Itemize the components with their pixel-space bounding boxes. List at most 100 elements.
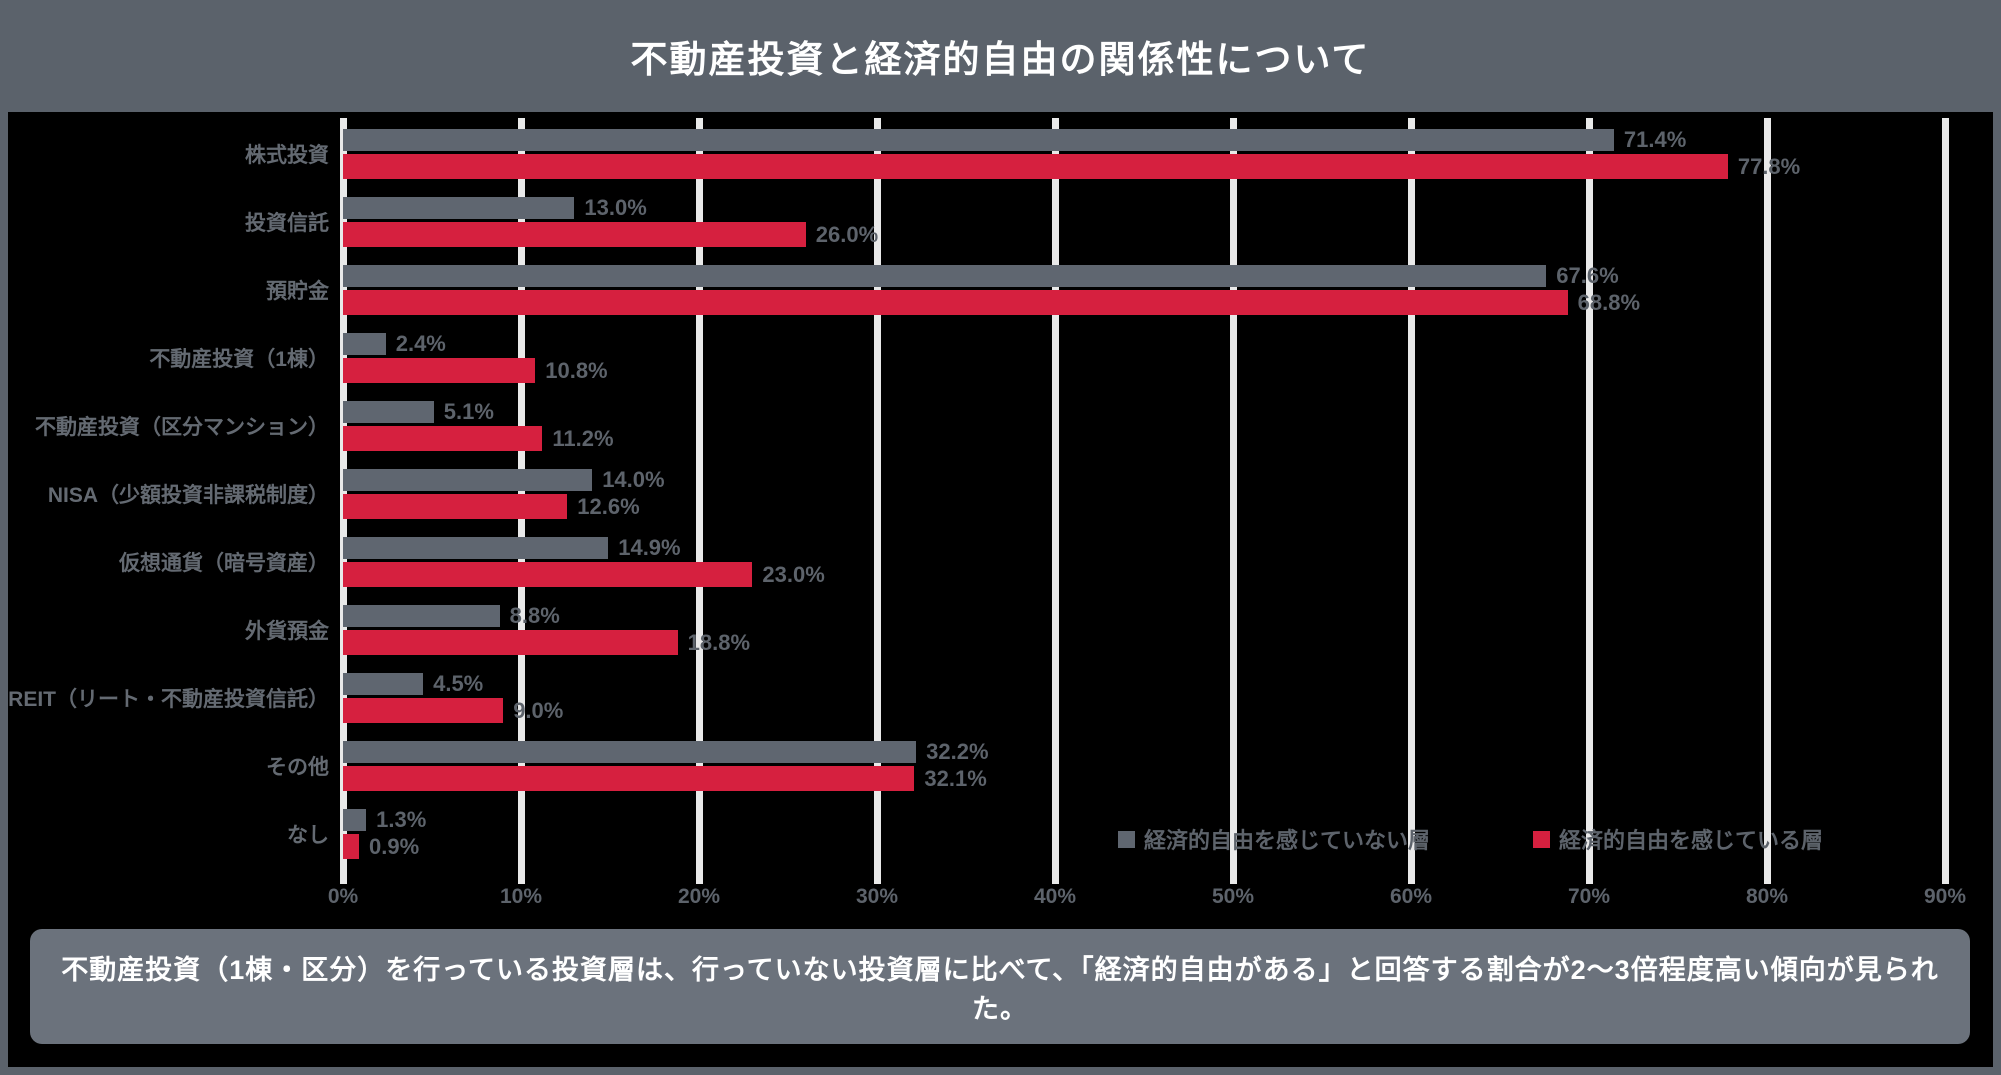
bar-line: 68.8%	[343, 290, 1993, 315]
bar-red	[343, 154, 1728, 179]
x-tick-label: 50%	[1211, 885, 1255, 908]
bar-red	[343, 766, 915, 791]
bar-red	[343, 494, 568, 519]
gridline-70pct	[1586, 118, 1593, 884]
bar-line: 4.5%	[343, 671, 1993, 696]
bar-gray	[343, 265, 1547, 287]
chart-row-2: 預貯金 67.6% 68.8%	[8, 256, 1993, 324]
page-title: 不動産投資と経済的自由の関係性について	[630, 39, 1371, 80]
bar-group: 2.4% 10.8%	[343, 324, 1993, 392]
bar-gray	[343, 129, 1614, 151]
bar-group: 8.8% 18.8%	[343, 596, 1993, 664]
bar-line: 5.1%	[343, 399, 1993, 424]
value-label: 68.8%	[1577, 289, 1641, 315]
chart-row-1: 投資信託 13.0% 26.0%	[8, 188, 1993, 256]
x-tick-label: 80%	[1745, 885, 1789, 908]
gridline-40pct	[1052, 118, 1059, 884]
title-band: 不動産投資と経済的自由の関係性について	[0, 0, 2001, 112]
chart-row-4: 不動産投資（区分マンション） 5.1% 11.2%	[8, 392, 1993, 460]
category-label: 不動産投資（区分マンション）	[35, 416, 329, 439]
bar-red	[343, 698, 504, 723]
value-label: 26.0%	[815, 221, 879, 247]
bar-gray	[343, 197, 575, 219]
chart-row-7: 外貨預金 8.8% 18.8%	[8, 596, 1993, 664]
bar-red	[343, 834, 360, 859]
value-label: 9.0%	[513, 697, 564, 723]
x-tick-label: 60%	[1389, 885, 1433, 908]
bar-line: 14.9%	[343, 535, 1993, 560]
category-label: 不動産投資（1棟）	[149, 348, 329, 371]
category-label: 外貨預金	[245, 620, 329, 643]
bar-group: 1.3% 0.9%	[343, 800, 1993, 868]
value-label: 8.8%	[509, 603, 560, 628]
legend-label: 経済的自由を感じていない層	[1144, 828, 1431, 853]
bar-group: 14.9% 23.0%	[343, 528, 1993, 596]
value-label: 18.8%	[687, 629, 751, 655]
value-label: 23.0%	[762, 561, 825, 587]
category-label: 投資信託	[245, 212, 329, 235]
bar-red	[343, 290, 1568, 315]
category-label: 仮想通貨（暗号資産）	[119, 552, 329, 575]
bar-line: 26.0%	[343, 222, 1993, 247]
value-label: 77.8%	[1737, 153, 1801, 179]
value-label: 71.4%	[1623, 127, 1687, 152]
category-label: REIT（リート・不動産投資信託）	[8, 688, 329, 711]
legend-swatch-icon	[1118, 830, 1135, 848]
bar-gray	[343, 469, 593, 491]
category-label: その他	[266, 756, 329, 779]
value-label: 0.9%	[369, 833, 420, 859]
bar-red	[343, 426, 543, 451]
x-tick-label: 0%	[327, 885, 359, 908]
bar-line: 71.4%	[343, 127, 1993, 152]
value-label: 11.2%	[552, 425, 614, 451]
bar-gray	[343, 809, 367, 831]
chart-row-9: その他 32.2% 32.1%	[8, 732, 1993, 800]
bar-line: 23.0%	[343, 562, 1993, 587]
bar-gray	[343, 741, 917, 763]
legend-item-gray: 経済的自由を感じていない層	[1118, 824, 1430, 854]
chart-legend: 経済的自由を感じていない層 経済的自由を感じている層	[8, 824, 1993, 854]
bar-chart: 株式投資 71.4% 77.8% 投資信託 13.0% 26.0% 預貯金 67.6% 68.8…	[8, 112, 1993, 1067]
legend-item-red: 経済的自由を感じている層	[1533, 824, 1823, 854]
bar-red	[343, 562, 753, 587]
bar-group: 13.0% 26.0%	[343, 188, 1993, 256]
bar-line: 8.8%	[343, 603, 1993, 628]
chart-row-6: 仮想通貨（暗号資産） 14.9% 23.0%	[8, 528, 1993, 596]
bar-line: 1.3%	[343, 807, 1993, 832]
x-tick-label: 40%	[1033, 885, 1077, 908]
bar-gray	[343, 333, 386, 355]
bar-line: 12.6%	[343, 494, 1993, 519]
value-label: 14.0%	[602, 467, 665, 492]
bar-group: 67.6% 68.8%	[343, 256, 1993, 324]
gridline-90pct	[1942, 118, 1949, 884]
bar-line: 32.2%	[343, 739, 1993, 764]
gridline-80pct	[1764, 118, 1771, 884]
bar-group: 32.2% 32.1%	[343, 732, 1993, 800]
x-tick-label: 10%	[499, 885, 543, 908]
gridline-30pct	[874, 118, 881, 884]
bar-group: 14.0% 12.6%	[343, 460, 1993, 528]
bar-line: 9.0%	[343, 698, 1993, 723]
value-label: 13.0%	[584, 195, 647, 220]
bar-line: 18.8%	[343, 630, 1993, 655]
bar-line: 77.8%	[343, 154, 1993, 179]
x-tick-label: 70%	[1567, 885, 1611, 908]
x-tick-label: 30%	[855, 885, 899, 908]
gridline-60pct	[1408, 118, 1415, 884]
bar-line: 11.2%	[343, 426, 1993, 451]
value-label: 32.1%	[924, 765, 987, 791]
bar-red	[343, 358, 536, 383]
bar-line: 67.6%	[343, 263, 1993, 288]
bar-line: 0.9%	[343, 834, 1993, 859]
x-tick-label: 20%	[677, 885, 721, 908]
chart-row-5: NISA（少額投資非課税制度） 14.0% 12.6%	[8, 460, 1993, 528]
value-label: 12.6%	[577, 493, 640, 519]
value-label: 10.8%	[545, 357, 608, 383]
category-label: 預貯金	[266, 280, 329, 303]
chart-row-8: REIT（リート・不動産投資信託） 4.5% 9.0%	[8, 664, 1993, 732]
bar-red	[343, 222, 806, 247]
value-label: 1.3%	[376, 807, 427, 832]
bar-gray	[343, 673, 424, 695]
bar-line: 2.4%	[343, 331, 1993, 356]
bar-gray	[343, 537, 609, 559]
